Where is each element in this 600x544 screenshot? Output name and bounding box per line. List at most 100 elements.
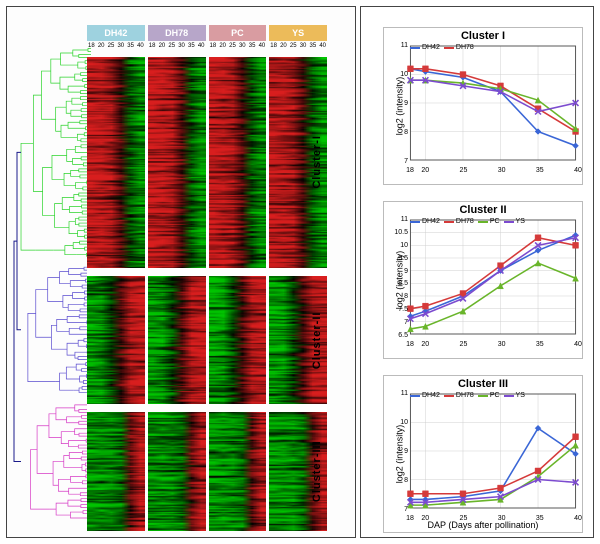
legend-item-dh78: DH78	[444, 392, 474, 399]
legend-label: DH42	[422, 44, 440, 51]
y-tick-label: 9	[390, 268, 408, 275]
series-line-ys	[410, 80, 575, 111]
legend-item-pc: PC	[478, 218, 500, 225]
legend-swatch	[410, 221, 420, 223]
series-marker-dh78	[423, 303, 429, 309]
cluster-label: Cluster-III	[311, 412, 325, 531]
y-tick-label: 7	[390, 319, 408, 326]
heatmap-block	[209, 57, 267, 268]
series-line-dh78	[410, 69, 575, 132]
x-tick-label: 40	[574, 167, 582, 174]
chart-legend: DH42 DH78 PC YS	[410, 218, 525, 225]
heatmap-block	[148, 276, 206, 404]
legend-label: YS	[516, 218, 525, 225]
y-tick-label: 7	[390, 506, 408, 513]
legend-label: PC	[490, 392, 500, 399]
legend-item-ys: YS	[504, 218, 525, 225]
sample-tab-label: DH78	[165, 28, 188, 38]
cluster-label: Cluster-I	[311, 57, 325, 268]
series-line-pc	[410, 445, 575, 505]
series-marker-dh78	[573, 242, 579, 248]
series-marker-dh78	[573, 434, 579, 440]
y-tick-label: 9	[390, 100, 408, 107]
timepoint-label: 25	[290, 43, 297, 55]
timepoint-label: 40	[198, 43, 205, 55]
legend-label: DH78	[456, 392, 474, 399]
y-tick-label: 11	[390, 42, 408, 49]
legend-label: YS	[516, 392, 525, 399]
x-tick-label: 40	[574, 341, 582, 348]
series-marker-dh78	[423, 66, 429, 72]
timepoint-label: 20	[98, 43, 105, 55]
panel-a: DH42182025303540DH78182025303540PC182025…	[6, 6, 356, 538]
y-tick-label: 8	[390, 293, 408, 300]
chart-legend: DH42 DH78 PC YS	[410, 392, 525, 399]
timepoint-label: 25	[108, 43, 115, 55]
timepoint-label: 35	[127, 43, 134, 55]
timepoint-label: 35	[249, 43, 256, 55]
legend-label: DH42	[422, 392, 440, 399]
sample-tab-label: YS	[292, 28, 304, 38]
series-marker-dh78	[535, 468, 541, 474]
timepoint-label: 20	[219, 43, 226, 55]
chart-svg	[410, 46, 576, 160]
timepoint-label: 18	[149, 43, 156, 55]
timepoint-label: 35	[310, 43, 317, 55]
legend-swatch	[410, 47, 420, 49]
line-chart: Cluster IIIlog2 (intensity)DAP (Days aft…	[383, 375, 583, 533]
series-marker-dh78	[408, 491, 414, 497]
timepoints-row: 182025303540	[269, 43, 327, 55]
chart-svg	[410, 220, 576, 334]
chart-svg	[410, 394, 576, 508]
chart-title: Cluster III	[384, 378, 582, 390]
chart-legend: DH42 DH78	[410, 44, 474, 51]
panel-b: Cluster Ilog2 (intensity)789101118202530…	[360, 6, 594, 538]
sample-tab-label: DH42	[104, 28, 127, 38]
legend-swatch	[444, 221, 454, 223]
legend-swatch	[444, 47, 454, 49]
heatmap-block	[87, 57, 145, 268]
x-tick-label: 35	[536, 515, 544, 522]
sample-tab-dh78: DH78	[148, 25, 206, 41]
legend-swatch	[504, 221, 514, 223]
y-tick-label: 7.5	[390, 306, 408, 313]
sample-tab-label: PC	[231, 28, 244, 38]
chart-title: Cluster II	[384, 204, 582, 216]
chart-title: Cluster I	[384, 30, 582, 42]
timepoint-label: 30	[239, 43, 246, 55]
timepoint-label: 25	[229, 43, 236, 55]
y-tick-label: 10	[390, 242, 408, 249]
heatmap-block	[87, 412, 145, 531]
legend-label: DH78	[456, 44, 474, 51]
sample-tab-dh42: DH42	[87, 25, 145, 41]
line-chart: Cluster Ilog2 (intensity)789101118202530…	[383, 27, 583, 185]
timepoint-label: 35	[188, 43, 195, 55]
legend-item-pc: PC	[478, 392, 500, 399]
cluster-label: Cluster-II	[311, 276, 325, 404]
legend-item-dh42: DH42	[410, 218, 440, 225]
series-marker-dh78	[498, 485, 504, 491]
legend-swatch	[478, 395, 488, 397]
heatmap-block	[87, 276, 145, 404]
series-marker-dh78	[423, 491, 429, 497]
series-marker-dh78	[460, 491, 466, 497]
legend-swatch	[478, 221, 488, 223]
y-tick-label: 10	[390, 71, 408, 78]
y-tick-label: 11	[390, 216, 408, 223]
series-line-pc	[410, 80, 575, 128]
y-tick-label: 9.5	[390, 255, 408, 262]
legend-swatch	[444, 395, 454, 397]
legend-item-dh78: DH78	[444, 218, 474, 225]
timepoint-label: 18	[88, 43, 95, 55]
series-marker-dh78	[408, 306, 414, 312]
timepoint-label: 40	[137, 43, 144, 55]
sample-tab-pc: PC	[209, 25, 267, 41]
timepoint-label: 40	[319, 43, 326, 55]
x-tick-label: 20	[421, 515, 429, 522]
x-tick-label: 30	[498, 515, 506, 522]
x-tick-label: 30	[498, 167, 506, 174]
timepoints-row: 182025303540	[209, 43, 267, 55]
series-marker-dh78	[408, 66, 414, 72]
y-tick-label: 8.5	[390, 280, 408, 287]
legend-label: PC	[490, 218, 500, 225]
